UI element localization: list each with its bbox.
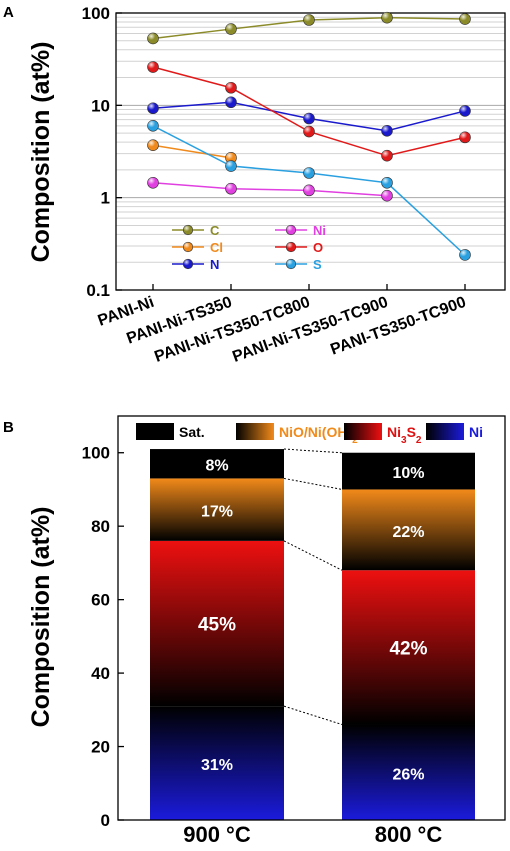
bar-segment-nio-ni-oh-2-800-c bbox=[342, 489, 475, 571]
data-label-nio-ni-oh-2-800-c: 22% bbox=[392, 524, 424, 541]
panel-a-label: A bbox=[3, 4, 14, 21]
bar-segment-ni3s2-800-c bbox=[342, 570, 475, 725]
x-tick-label-900-c: 900 °C bbox=[183, 822, 251, 847]
panel-a-series bbox=[147, 11, 471, 261]
legend-marker-highlight bbox=[286, 242, 296, 252]
panel-b-plot-frame bbox=[117, 415, 506, 821]
connector-line bbox=[283, 540, 343, 571]
legend-label-n: N bbox=[210, 257, 219, 272]
legend-marker-highlight bbox=[286, 225, 296, 235]
panel-a-grid bbox=[116, 16, 505, 263]
y-tick-label: 40 bbox=[91, 664, 110, 683]
legend-swatch-ni3s2 bbox=[344, 423, 382, 440]
data-point-highlight bbox=[459, 249, 471, 261]
data-point-highlight bbox=[147, 177, 159, 189]
legend-label-ni: Ni bbox=[469, 424, 483, 440]
legend-label-sat: Sat. bbox=[179, 424, 205, 440]
y-tick-label: 100 bbox=[82, 444, 110, 463]
bar-segment-ni3s2-900-c bbox=[150, 540, 284, 707]
data-point-highlight bbox=[303, 184, 315, 196]
connector-line bbox=[283, 705, 343, 725]
bar-segment-sat-800-c bbox=[342, 452, 475, 490]
legend-label-cl: Cl bbox=[210, 240, 223, 255]
y-tick-label: 80 bbox=[91, 517, 110, 536]
data-point-highlight bbox=[381, 177, 393, 189]
data-point-highlight bbox=[459, 13, 471, 25]
legend-swatch-sat bbox=[136, 423, 174, 440]
data-point-highlight bbox=[147, 61, 159, 73]
y-tick-label: 0.1 bbox=[86, 281, 110, 300]
x-tick-label-pani-ts350-tc900: PANI-TS350-TC900 bbox=[328, 294, 468, 359]
series-line-cl bbox=[152, 144, 232, 159]
data-point-highlight bbox=[459, 105, 471, 117]
data-point-highlight bbox=[225, 160, 237, 172]
legend-marker-highlight bbox=[286, 259, 296, 269]
panel-a-y-axis: 0.1 1 10 100 bbox=[82, 4, 122, 300]
legend-swatch-nio-ni-oh-2 bbox=[236, 423, 274, 440]
data-label-ni3s2-800-c: 42% bbox=[389, 638, 427, 659]
data-point-highlight bbox=[303, 113, 315, 125]
legend-swatch-ni bbox=[426, 423, 464, 440]
data-label-ni3s2-900-c: 45% bbox=[198, 615, 236, 636]
legend-label-ni: Ni bbox=[313, 223, 326, 238]
panel-b-x-axis: 900 °C 800 °C bbox=[183, 822, 442, 847]
bar-segment-ni-900-c bbox=[150, 706, 284, 820]
connector-line bbox=[283, 448, 343, 454]
y-tick-label: 10 bbox=[91, 96, 110, 115]
legend-label-c: C bbox=[210, 223, 220, 238]
legend-marker-highlight bbox=[183, 242, 193, 252]
data-point-highlight bbox=[225, 82, 237, 94]
y-tick-label: 20 bbox=[91, 738, 110, 757]
data-point-highlight bbox=[225, 152, 237, 164]
data-label-sat-900-c: 8% bbox=[205, 458, 228, 475]
data-point-highlight bbox=[225, 183, 237, 195]
data-point-highlight bbox=[381, 125, 393, 137]
y-tick-label: 0 bbox=[101, 811, 110, 830]
panel-b-bars: 31% 45% 17% 8% 26% 42% 22% 10% bbox=[150, 448, 475, 820]
data-label-ni-800-c: 26% bbox=[392, 766, 424, 783]
series-line-ni bbox=[152, 182, 388, 197]
panel-b-label: B bbox=[3, 419, 14, 436]
data-label-ni-900-c: 31% bbox=[201, 757, 233, 774]
panel-a-y-axis-title: Composition (at%) bbox=[27, 42, 55, 263]
panel-a-x-axis: PANI-NiPANI-Ni-TS350PANI-Ni-TS350-TC800P… bbox=[96, 284, 468, 366]
data-point-highlight bbox=[303, 167, 315, 179]
data-label-sat-800-c: 10% bbox=[392, 465, 424, 482]
x-tick-label-800-c: 800 °C bbox=[375, 822, 443, 847]
data-point-highlight bbox=[303, 14, 315, 26]
y-tick-label: 1 bbox=[101, 189, 110, 208]
data-point-highlight bbox=[147, 32, 159, 44]
bar-segment-ni-800-c bbox=[342, 724, 475, 820]
y-tick-label: 60 bbox=[91, 591, 110, 610]
data-label-nio-ni-oh-2-900-c: 17% bbox=[201, 504, 233, 521]
data-point-highlight bbox=[147, 139, 159, 151]
legend-label-ni3s2: Ni3S2 bbox=[387, 424, 422, 446]
panel-b-legend: Sat.NiO/Ni(OH)2Ni3S2Ni bbox=[136, 423, 483, 446]
data-point-highlight bbox=[147, 120, 159, 132]
data-point-highlight bbox=[381, 150, 393, 162]
connector-line bbox=[283, 477, 343, 490]
y-tick-label: 100 bbox=[82, 4, 110, 23]
data-point-highlight bbox=[303, 126, 315, 138]
legend-marker-highlight bbox=[183, 225, 193, 235]
legend-marker-highlight bbox=[183, 259, 193, 269]
data-point-highlight bbox=[225, 96, 237, 108]
panel-a-legend: C Cl N Ni OS bbox=[172, 223, 326, 272]
data-point-highlight bbox=[225, 23, 237, 35]
data-point-highlight bbox=[381, 12, 393, 24]
panel-a-plot-frame bbox=[115, 12, 506, 291]
panel-b-y-axis: 0 20 40 60 80 100 bbox=[82, 444, 124, 830]
data-point-highlight bbox=[381, 190, 393, 202]
data-point-highlight bbox=[459, 131, 471, 143]
data-point-highlight bbox=[147, 102, 159, 114]
legend-label-s: S bbox=[313, 257, 322, 272]
bar-segment-nio-ni-oh-2-900-c bbox=[150, 478, 284, 541]
panel-b-y-axis-title: Composition (at%) bbox=[27, 507, 55, 728]
legend-label-o: O bbox=[313, 240, 323, 255]
bar-segment-sat-900-c bbox=[150, 449, 284, 479]
